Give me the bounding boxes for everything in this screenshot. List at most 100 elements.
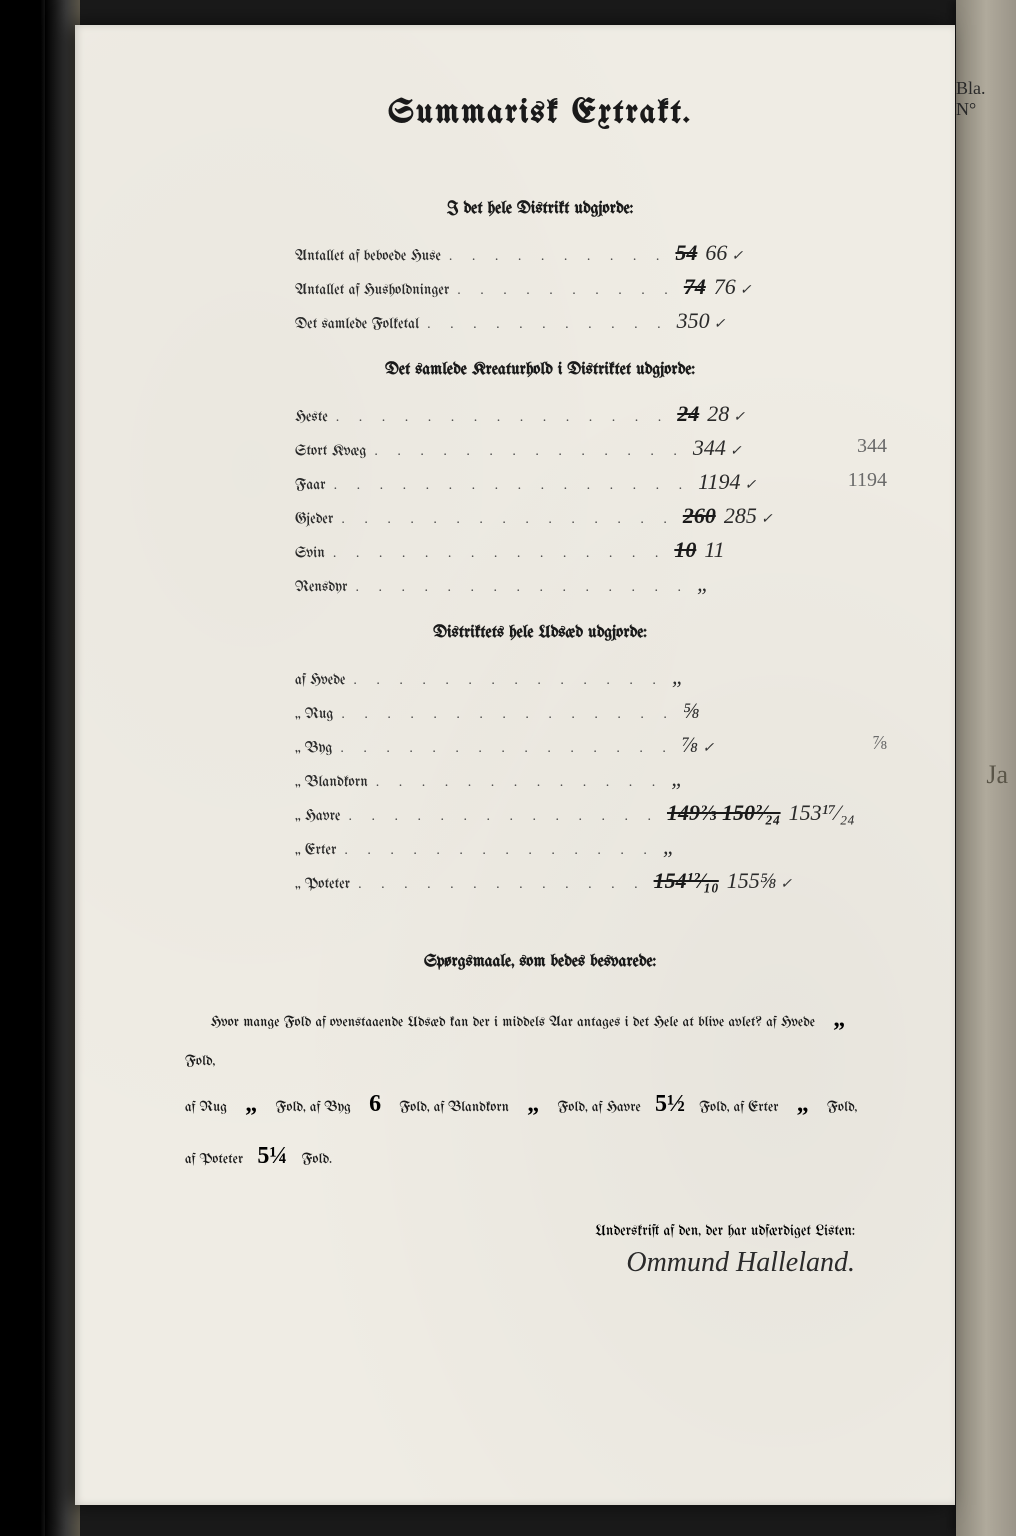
data-row: Det samlede Folketal . . . . . . . . . . … [295,308,895,334]
q-text: Fold, af Byg [276,1100,351,1115]
row-label: Det samlede Folketal [295,316,419,332]
leader-dots: . . . . . . . . . . . . . . . [336,410,670,426]
data-row: Rensdyr. . . . . . . . . . . . . . .„ [295,571,895,597]
section4-heading: Spørgsmaale, som bedes besvarede: [185,954,895,971]
corrected-value: 76 [714,274,736,299]
corrected-value: 350 [677,308,710,333]
section1-heading: I det hele Distrikt udgjorde: [185,201,895,218]
leader-dots: . . . . . . . . . . . [427,317,669,333]
corrected-value: 155⅝ [727,868,777,893]
check-mark-icon: ✓ [733,408,745,424]
data-row: Antallet af beboede Huse . . . . . . . . … [295,240,895,266]
corrected-value: 285 [724,503,757,528]
q-text: Hvor mange Fold af ovenstaaende Udsæd ka… [211,1015,815,1030]
data-row: „ Havre . . . . . . . . . . . . . . 149⅔ 1… [295,800,895,826]
row-label: „ Erter [295,842,336,858]
data-row: „ Blandkorn. . . . . . . . . . . . .„ [295,766,895,792]
facing-page-edge: Bla. N° Ja [956,0,1016,1536]
leader-dots: . . . . . . . . . . . . . . . [341,512,675,528]
margin-annotation: ⅞ [872,732,887,755]
corrected-value: „ [672,664,684,689]
section2-rows: Heste. . . . . . . . . . . . . . .2428✓3… [185,401,895,597]
corrected-value: ⅝ [683,698,700,723]
corrected-value: „ [663,834,675,859]
leader-dots: . . . . . . . . . . . . . . [348,809,659,825]
row-value: 5466✓ [675,240,855,266]
corrected-value: 11 [704,537,724,562]
corrected-value: 28 [707,401,729,426]
corrected-value: „ [697,571,709,596]
data-row: Antallet af Husholdninger. . . . . . . .… [295,274,895,300]
row-label: „ Poteter [295,876,350,892]
q-text: Fold, [185,1054,215,1069]
row-value: 1011 [674,537,854,563]
row-label: Gjeder [295,511,333,527]
row-value: „ [672,664,852,690]
row-value: „ [671,766,851,792]
val-rug: „ [231,1078,271,1131]
row-label: Antallet af Husholdninger [295,282,449,298]
data-row: 344Stort Kvæg. . . . . . . . . . . . . .… [295,435,895,461]
struck-value: 154¹²⁄₁₀ [654,868,719,893]
q-text: Fold. [302,1152,332,1167]
data-row: „ Rug . . . . . . . . . . . . . . . ⅝ [295,698,895,724]
row-label: „ Byg [295,740,332,756]
section3-heading: Distriktets hele Udsæd udgjorde: [185,625,895,642]
q-text: Fold, af Blandkorn [399,1100,509,1115]
leader-dots: . . . . . . . . . . . . . . . [340,741,674,757]
section1-rows: Antallet af beboede Huse . . . . . . . . … [185,240,895,334]
corrected-value: 153¹⁷⁄₂₄ [789,800,855,825]
signature: Ommund Halleland. [185,1247,855,1279]
leader-dots: . . . . . . . . . . . . . . [353,673,664,689]
row-value: „ [663,834,843,860]
data-row: „ Erter. . . . . . . . . . . . . .„ [295,834,895,860]
data-row: 1194Faar. . . . . . . . . . . . . . . .1… [295,469,895,495]
row-value: 350✓ [677,308,857,334]
signature-label: Underskrift af den, der har udfærdiget L… [185,1223,855,1239]
row-label: Stort Kvæg [295,443,366,459]
val-blandkorn: „ [513,1078,553,1131]
page-title: Summarisk Extrakt. [185,95,895,131]
check-mark-icon: ✓ [780,875,792,891]
val-hvede: „ [819,993,859,1046]
row-value: ⅞✓ [682,732,862,758]
margin-top-right: Bla. N° [956,78,1010,120]
row-value: 154¹²⁄₁₀ 155⅝✓ [654,868,834,894]
check-mark-icon: ✓ [740,281,752,297]
row-value: ⅝ [683,698,863,724]
row-value: 344✓ [693,435,873,461]
row-label: af Hvede [295,672,345,688]
row-label: Faar [295,477,326,493]
corrected-value: 66 [705,240,727,265]
leader-dots: . . . . . . . . . . . . . [376,775,664,791]
leader-dots: . . . . . . . . . . [449,249,668,265]
margin-annotation: 344 [857,435,887,458]
data-row: Gjeder. . . . . . . . . . . . . . .26028… [295,503,895,529]
section2-heading: Det samlede Kreaturhold i Distriktet udg… [185,362,895,379]
row-value: 24 28✓ [677,401,857,427]
q-text: Fold, af Havre [557,1100,640,1115]
row-value: 149⅔ 150²⁄₂₄153¹⁷⁄₂₄ [667,800,855,826]
check-mark-icon: ✓ [714,315,726,331]
struck-value: 24 [677,401,699,426]
data-row: „ Poteter . . . . . . . . . . . . . 154¹²⁄… [295,868,895,894]
row-label: Heste [295,409,328,425]
leader-dots: . . . . . . . . . . . . . . . [341,707,675,723]
row-label: Antallet af beboede Huse [295,248,441,264]
q-text: Fold, af Erter [699,1100,778,1115]
q-text: af Poteter [185,1152,243,1167]
data-row: Svin . . . . . . . . . . . . . . . 1011 [295,537,895,563]
data-row: Heste . . . . . . . . . . . . . . . 24 28✓ [295,401,895,427]
row-label: Svin [295,545,325,561]
val-erter: „ [783,1078,823,1131]
row-value: 7476✓ [684,274,864,300]
leader-dots: . . . . . . . . . . . . . . . [333,546,667,562]
row-label: Rensdyr [295,579,347,595]
row-label: „ Havre [295,808,340,824]
q-text: af Rug [185,1100,227,1115]
q-text: Fold, [827,1100,857,1115]
leader-dots: . . . . . . . . . . . . . [358,877,646,893]
check-mark-icon: ✓ [744,476,756,492]
row-label: „ Rug [295,706,333,722]
scan-background: Bla. N° Ja Summarisk Extrakt. I det hele… [0,0,1016,1536]
